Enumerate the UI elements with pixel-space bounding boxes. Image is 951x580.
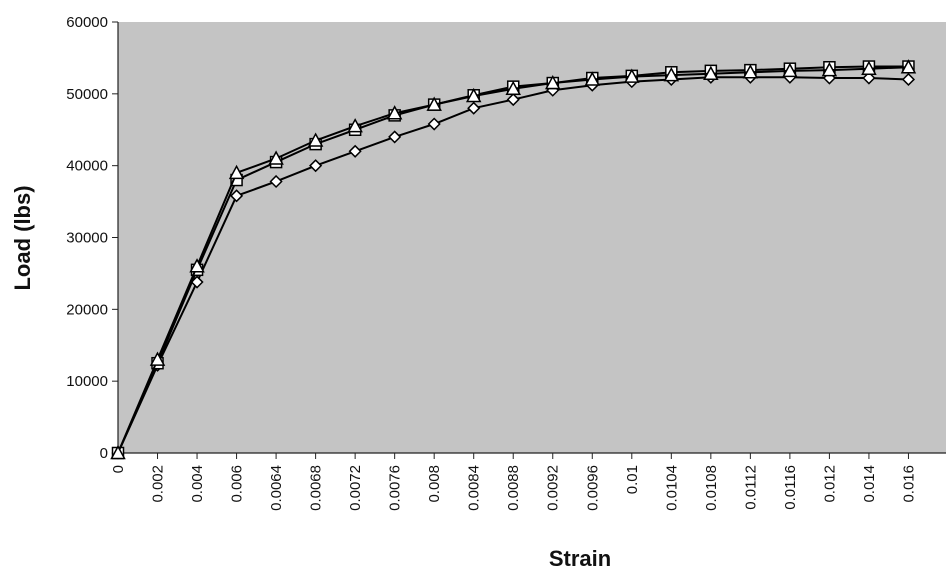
marker: [467, 101, 481, 115]
x-tick-label: 0.012: [821, 465, 838, 503]
x-tick-label: 0.0116: [782, 465, 799, 510]
marker: [505, 80, 521, 96]
marker: [348, 144, 362, 158]
plot-area: [118, 22, 946, 453]
marker: [426, 96, 442, 111]
y-axis-label: Load (lbs): [10, 185, 35, 290]
marker: [427, 117, 441, 131]
x-tick-label: 0.004: [189, 465, 206, 503]
marker: [269, 174, 283, 189]
x-tick-label: 0: [110, 465, 127, 473]
marker: [228, 164, 245, 180]
marker: [189, 258, 205, 273]
x-tick-label: 0.0108: [703, 465, 720, 511]
marker: [703, 65, 719, 80]
x-tick-label: 0.01: [624, 465, 641, 494]
marker: [861, 60, 877, 75]
marker: [862, 71, 876, 85]
x-tick-label: 0.0084: [466, 465, 483, 511]
marker: [465, 87, 482, 103]
marker: [742, 64, 759, 79]
y-tick-label: 20000: [66, 301, 108, 318]
marker: [901, 72, 916, 87]
marker: [309, 159, 323, 173]
marker: [506, 93, 520, 107]
x-tick-label: 0.0096: [584, 465, 601, 511]
y-tick-label: 50000: [66, 86, 108, 103]
x-tick-label: 0.0072: [347, 465, 364, 511]
y-tick-label: 40000: [66, 158, 108, 175]
y-tick-label: 60000: [66, 14, 108, 31]
marker: [821, 62, 838, 77]
marker: [388, 130, 402, 144]
x-axis-label: Strain: [549, 546, 611, 571]
marker: [386, 105, 403, 120]
x-tick-label: 0.0088: [505, 465, 522, 511]
marker: [230, 189, 244, 203]
x-tick-label: 0.0064: [268, 465, 285, 511]
y-tick-label: 30000: [66, 230, 108, 247]
x-tick-label: 0.0068: [308, 465, 325, 511]
marker: [782, 62, 798, 78]
x-tick-label: 0.0092: [545, 465, 562, 511]
x-tick-label: 0.008: [426, 465, 443, 503]
marker: [584, 71, 601, 86]
marker: [347, 118, 363, 133]
y-tick-label: 10000: [66, 373, 108, 390]
marker: [149, 351, 166, 366]
x-tick-label: 0.014: [861, 465, 878, 503]
marker: [110, 444, 126, 460]
marker: [900, 59, 917, 74]
marker: [663, 67, 680, 82]
x-tick-label: 0.006: [229, 465, 246, 503]
y-tick-label: 0: [100, 445, 108, 462]
x-tick-label: 0.0076: [387, 465, 404, 511]
x-tick-label: 0.0112: [742, 465, 759, 510]
x-tick-label: 0.002: [150, 465, 167, 503]
marker: [624, 68, 640, 83]
marker: [268, 150, 284, 165]
marker: [307, 132, 324, 147]
marker: [544, 74, 561, 90]
x-tick-label: 0.016: [900, 465, 917, 503]
x-tick-label: 0.0104: [663, 465, 680, 511]
